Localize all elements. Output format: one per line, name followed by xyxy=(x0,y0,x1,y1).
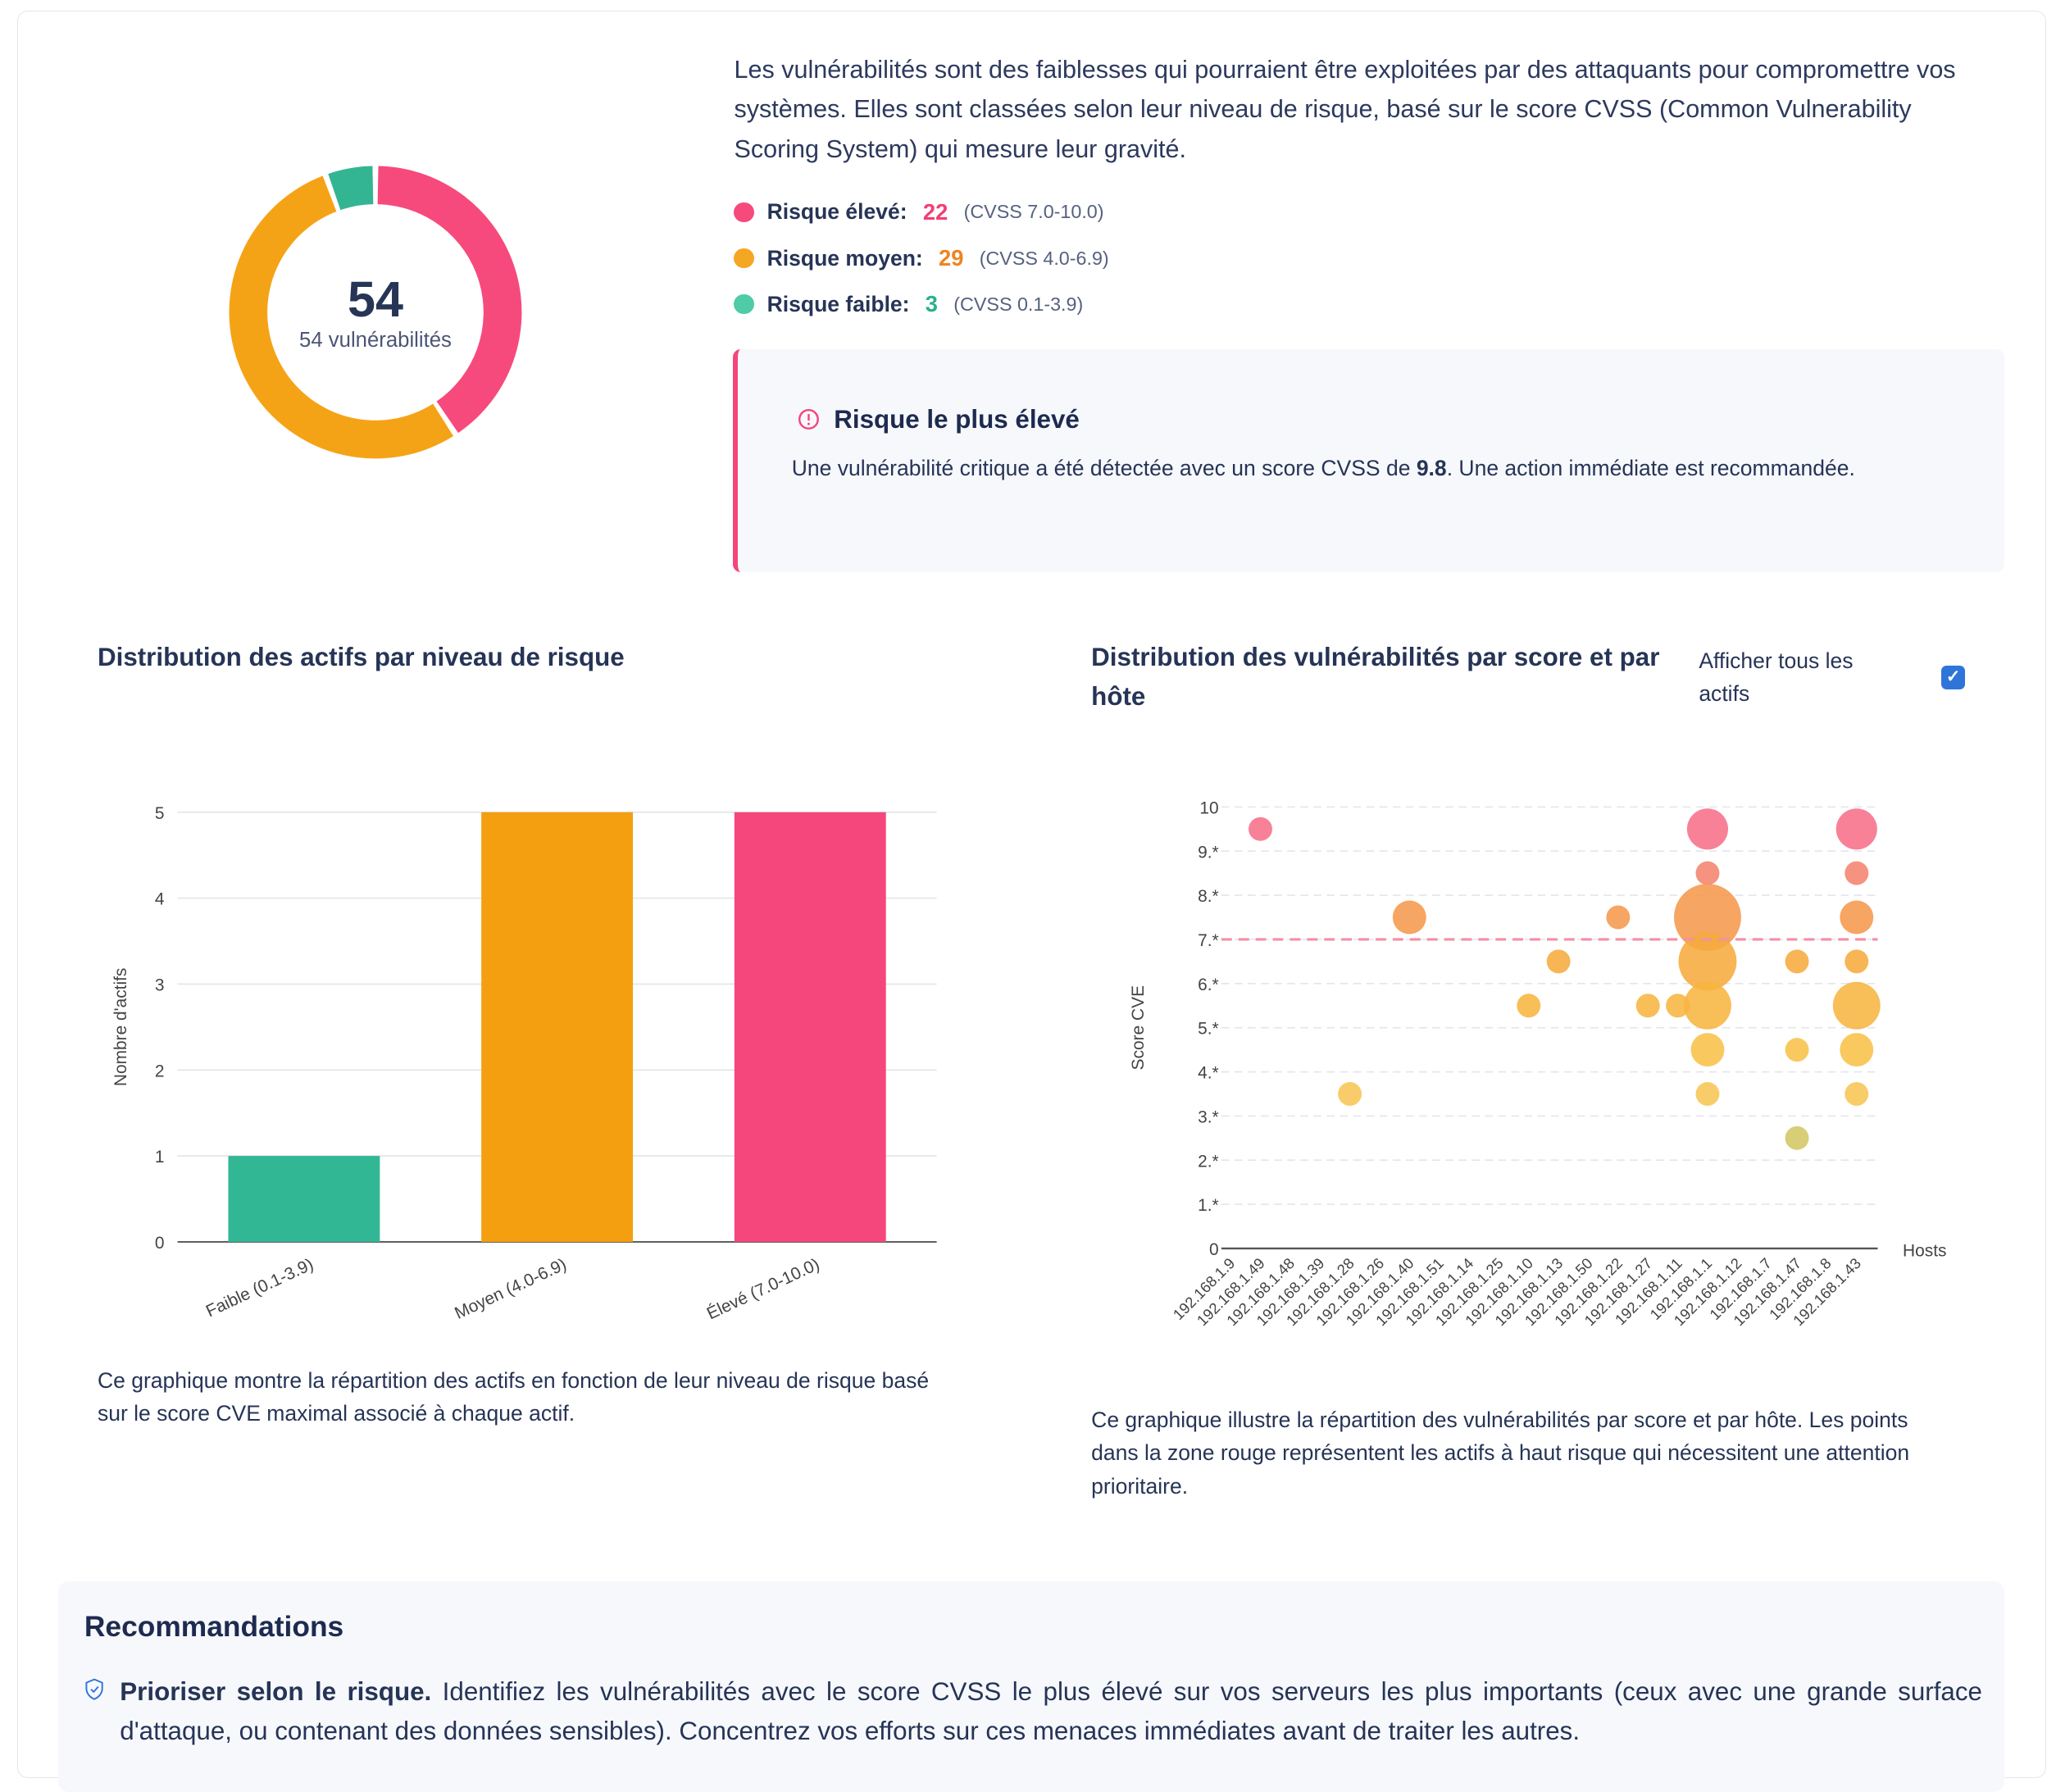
scatter-point[interactable] xyxy=(1687,807,1729,849)
y-tick-label: 8.* xyxy=(1199,887,1220,906)
donut-segment[interactable] xyxy=(229,175,454,459)
y-tick-label: 2 xyxy=(155,1062,165,1080)
bar[interactable] xyxy=(481,812,634,1242)
scatter-point[interactable] xyxy=(1690,1032,1725,1067)
scatter-point[interactable] xyxy=(1249,816,1273,841)
scatter-point[interactable] xyxy=(1678,931,1737,990)
highest-risk-alert: Risque le plus élevé Une vulnérabilité c… xyxy=(732,349,2004,572)
legend-high: Risque élevé: 22 (CVSS 7.0-10.0) xyxy=(734,198,1104,225)
show-all-assets-label: Afficher tous les actifs xyxy=(1699,648,1854,707)
y-tick-label: 1.* xyxy=(1199,1196,1220,1215)
y-tick-label: 4 xyxy=(155,889,165,908)
y-tick-label: 0 xyxy=(1209,1240,1219,1259)
check-icon: ✓ xyxy=(1945,666,1961,686)
recommendations-panel: Recommandations Prioriser selon le risqu… xyxy=(57,1581,2005,1792)
donut-total-label: 54 vulnérabilités xyxy=(299,329,452,352)
low-dot-icon xyxy=(734,294,754,315)
scatter-point[interactable] xyxy=(1840,1032,1874,1067)
x-axis-label: Hosts xyxy=(1904,1241,1947,1260)
legend-label: Risque faible: xyxy=(766,291,910,316)
y-tick-label: 5.* xyxy=(1199,1019,1220,1038)
y-tick-label: 5 xyxy=(155,803,165,822)
x-tick-label: Faible (0.1-3.9) xyxy=(203,1254,316,1321)
description-text: Les vulnérabilités sont des faiblesses q… xyxy=(734,56,1956,163)
alert-text-end: . Une action immédiate est recommandée. xyxy=(1446,456,1855,481)
y-tick-label: 2.* xyxy=(1199,1152,1220,1171)
alert-title: Risque le plus élevé xyxy=(834,404,1080,434)
scatter-point[interactable] xyxy=(1785,1037,1809,1062)
y-tick-label: 3.* xyxy=(1199,1107,1220,1126)
y-tick-label: 10 xyxy=(1200,798,1219,817)
donut-segment[interactable] xyxy=(377,166,522,434)
scatter-point[interactable] xyxy=(1517,993,1541,1017)
recommendation-item: Prioriser selon le risque. Identifiez le… xyxy=(84,1672,1982,1751)
alert-score: 9.8 xyxy=(1416,456,1447,481)
scatter-point[interactable] xyxy=(1785,1126,1809,1150)
scatter-point[interactable] xyxy=(1785,948,1809,973)
scatter-point[interactable] xyxy=(1844,861,1869,885)
bar[interactable] xyxy=(228,1155,380,1242)
bar-chart-title: Distribution des actifs par niveau de ri… xyxy=(97,643,625,672)
y-tick-label: 4.* xyxy=(1199,1063,1220,1082)
legend-count: 22 xyxy=(922,198,948,225)
high-dot-icon xyxy=(734,202,754,222)
y-tick-label: 6.* xyxy=(1199,975,1220,994)
alert-body: Une vulnérabilité critique a été détecté… xyxy=(792,452,1952,484)
y-tick-label: 0 xyxy=(155,1233,165,1252)
legend-label: Risque élevé: xyxy=(766,199,907,225)
y-tick-label: 1 xyxy=(155,1148,165,1167)
legend-range: (CVSS 7.0-10.0) xyxy=(963,201,1104,223)
scatter-point[interactable] xyxy=(1833,981,1881,1030)
show-all-assets-checkbox[interactable]: ✓ xyxy=(1941,665,1966,689)
y-axis-label: Nombre d'actifs xyxy=(111,967,130,1085)
asset-risk-bar-chart: 0 1 2 3 4 5 Nombre d'actifs Faible (0.1-3.9) Moy… xyxy=(111,803,938,1323)
legend-medium: Risque moyen: 29 (CVSS 4.0-6.9) xyxy=(734,245,1109,271)
bar[interactable] xyxy=(735,812,887,1242)
alert-circle-icon xyxy=(798,409,820,430)
scatter-point[interactable] xyxy=(1674,883,1742,951)
y-axis-label: Score CVE xyxy=(1129,985,1148,1069)
x-tick-label: Élevé (7.0-10.0) xyxy=(704,1254,822,1323)
vulnerability-scatter-chart: 0 1.* 2.* 3.* 4.* 5.* 6.* 7.* 8.* 9.* 10 Score CVE H… xyxy=(1129,798,1947,1329)
scatter-point[interactable] xyxy=(1606,905,1631,930)
scatter-chart-title: Distribution des vulnérabilités par scor… xyxy=(1091,643,1660,712)
legend-range: (CVSS 4.0-6.9) xyxy=(979,247,1109,269)
alert-text: Une vulnérabilité critique a été détecté… xyxy=(791,456,1417,481)
scatter-point[interactable] xyxy=(1844,1081,1869,1106)
recommendation-heading: Prioriser selon le risque. xyxy=(120,1677,432,1707)
donut-total: 54 xyxy=(348,271,403,327)
scatter-point[interactable] xyxy=(1840,900,1874,935)
scatter-point[interactable] xyxy=(1338,1081,1362,1106)
scatter-point[interactable] xyxy=(1636,993,1661,1017)
scatter-point[interactable] xyxy=(1695,861,1720,885)
legend-count: 29 xyxy=(939,245,964,271)
x-tick-label: Moyen (4.0-6.9) xyxy=(453,1254,570,1322)
shield-check-icon xyxy=(85,1678,103,1700)
scatter-point[interactable] xyxy=(1695,1081,1720,1106)
scatter-point[interactable] xyxy=(1547,948,1572,973)
scatter-chart-caption: Ce graphique illustre la répartition des… xyxy=(1091,1408,1910,1499)
bar-chart-caption: Ce graphique montre la répartition des a… xyxy=(97,1367,930,1426)
recommendations-title: Recommandations xyxy=(84,1610,344,1643)
scatter-point[interactable] xyxy=(1836,807,1878,849)
legend-label: Risque moyen: xyxy=(766,245,923,271)
y-tick-label: 9.* xyxy=(1199,843,1220,862)
scatter-point[interactable] xyxy=(1666,993,1690,1017)
medium-dot-icon xyxy=(734,248,754,269)
recommendation-text: Identifiez les vulnérabilités avec le sc… xyxy=(120,1677,1982,1746)
scatter-point[interactable] xyxy=(1844,948,1869,973)
legend-range: (CVSS 0.1-3.9) xyxy=(953,293,1084,315)
risk-donut-chart: 54 54 vulnérabilités xyxy=(229,166,522,459)
scatter-point[interactable] xyxy=(1684,981,1732,1030)
donut-segment[interactable] xyxy=(328,166,374,211)
scatter-point[interactable] xyxy=(1393,900,1427,935)
legend-low: Risque faible: 3 (CVSS 0.1-3.9) xyxy=(734,291,1083,317)
legend-count: 3 xyxy=(925,291,938,317)
y-tick-label: 7.* xyxy=(1199,931,1220,950)
y-tick-label: 3 xyxy=(155,976,165,994)
